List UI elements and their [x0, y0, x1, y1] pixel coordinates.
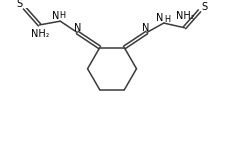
Text: N: N — [142, 23, 150, 33]
Text: NH: NH — [176, 12, 191, 21]
Text: N: N — [156, 13, 164, 23]
Text: N: N — [52, 12, 59, 21]
Text: N: N — [74, 23, 82, 33]
Text: NH: NH — [31, 29, 46, 39]
Text: H: H — [59, 11, 65, 20]
Text: S: S — [17, 0, 23, 9]
Text: ₂: ₂ — [191, 12, 194, 21]
Text: H: H — [164, 15, 171, 24]
Text: S: S — [201, 2, 207, 12]
Text: ₂: ₂ — [45, 30, 49, 39]
